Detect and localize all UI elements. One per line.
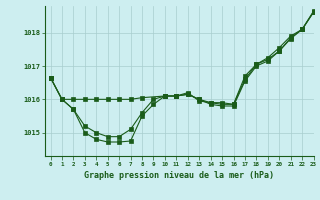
X-axis label: Graphe pression niveau de la mer (hPa): Graphe pression niveau de la mer (hPa) [84, 171, 274, 180]
